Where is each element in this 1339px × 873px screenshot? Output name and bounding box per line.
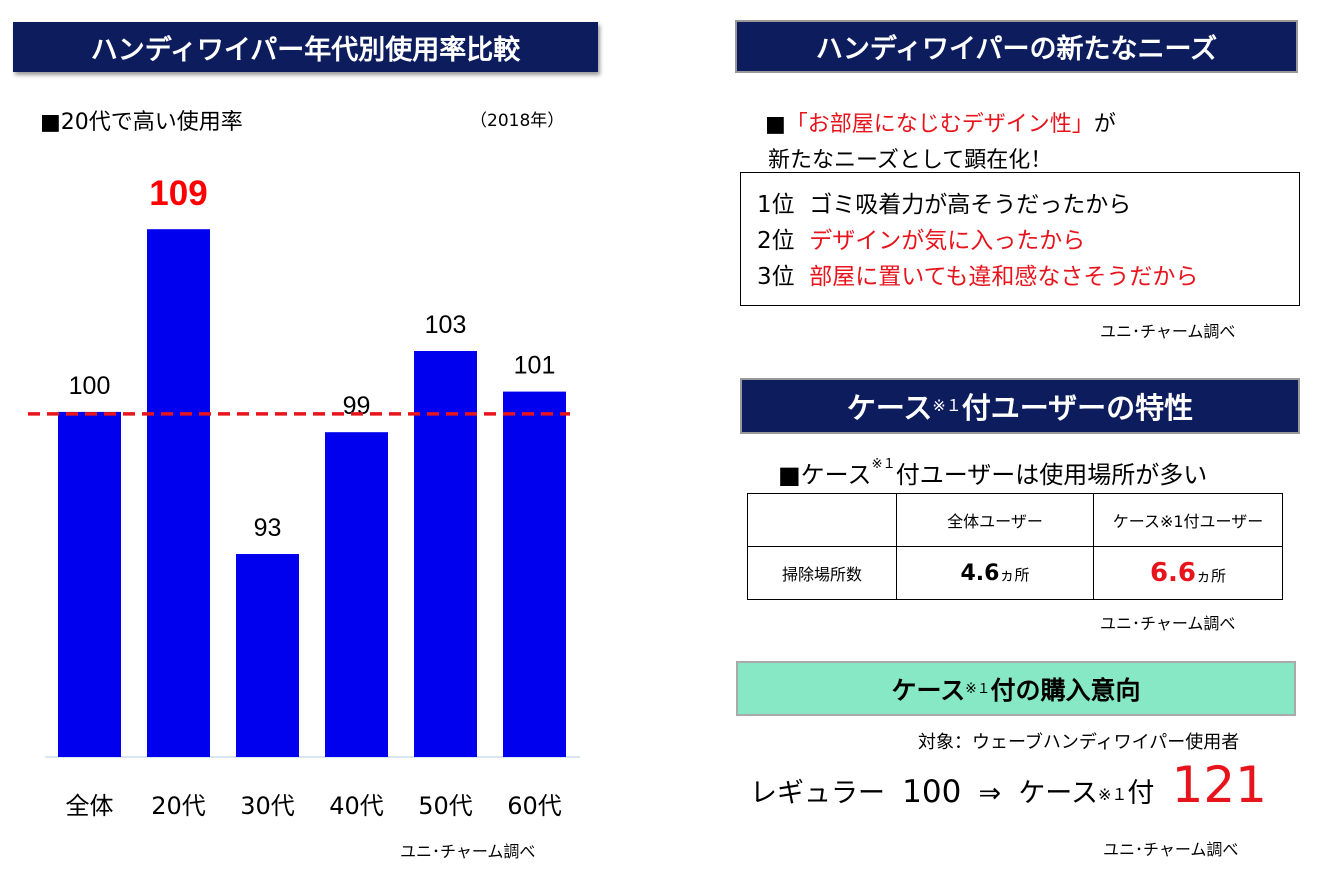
needs-title-banner: ハンディワイパーの新たなニーズ [735,20,1298,73]
rank-text: デザインが気に入ったから [809,228,1086,254]
lead-prefix: ■ [765,112,786,137]
x-tick-label: 60代 [507,792,562,820]
x-tick-label: 30代 [240,792,295,820]
traits-title-banner: ケース ※１ 付ユーザーの特性 [740,378,1300,434]
col-header: ケース※1付ユーザー [1093,493,1283,547]
arrow-icon: ⇒ [978,778,1002,809]
data-label: 109 [149,174,207,213]
bar-30代 [236,554,299,757]
rank-number: 3位 [757,264,795,290]
data-label: 93 [254,514,282,542]
chart-source: ユニ･チャーム調べ [400,842,536,861]
intent-source: ユニ･チャーム調べ [1103,840,1239,859]
rank-number: 1位 [757,192,795,218]
data-label: 100 [69,372,111,400]
bar-全体 [58,411,121,757]
data-label: 101 [514,352,556,380]
needs-lead: ■「お部屋になじむデザイン性」が [765,106,1116,138]
rank-item: 3位 部屋に置いても違和感なさそうだから [757,259,1299,295]
lead-suffix: が [1093,112,1116,137]
needs-source: ユニ･チャーム調べ [1100,322,1236,341]
x-tick-label: 20代 [151,792,206,820]
title-text: ケース [846,391,933,425]
empty-cell [747,493,897,547]
intent-comparison: レギュラー 100 ⇒ ケース ※１ 付 121 [750,756,1267,814]
needs-lead2: 新たなニーズとして顕在化！ [768,148,1053,173]
row-label: 掃除場所数 [747,546,897,600]
rank-number: 2位 [757,228,795,254]
x-tick-label: 全体 [66,792,114,820]
title-text: 付ユーザーの特性 [961,391,1194,425]
footnote-mark: ※１ [932,396,962,415]
bar-60代 [503,391,566,757]
x-tick-label: 40代 [329,792,384,820]
rank-text: ゴミ吸着力が高そうだったから [809,192,1132,218]
traits-source: ユニ･チャーム調べ [1100,614,1236,633]
col-header: 全体ユーザー [896,493,1094,547]
regular-value: 100 [902,774,962,810]
case-value: 121 [1171,756,1267,814]
bar-chart: 100 全体 109 20代 93 30代 99 40代 103 50代 101 60代 [28,174,580,820]
needs-ranking-box: 1位 ゴミ吸着力が高そうだったから 2位 デザインが気に入ったから 3位 部屋に… [740,172,1300,306]
rank-item: 1位 ゴミ吸着力が高そうだったから [757,187,1299,223]
cell-value: 6.6ヵ所 [1093,546,1283,600]
traits-lead: ■ケース※１付ユーザーは使用場所が多い [778,457,1208,489]
chart-title-banner: ハンディワイパー年代別使用率比較 [13,22,598,72]
lead-highlight: 「お部屋になじむデザイン性」 [785,112,1094,137]
x-tick-label: 50代 [418,792,473,820]
data-label: 103 [425,311,467,339]
bar-50代 [414,351,477,757]
data-label: 99 [343,392,371,420]
rank-item: 2位 デザインが気に入ったから [757,223,1299,259]
intent-title-banner: ケース ※１ 付の購入意向 [736,661,1296,716]
traits-table: 全体ユーザー ケース※1付ユーザー 掃除場所数 4.6ヵ所 6.6ヵ所 [747,493,1283,600]
chart-subtitle: ■20代で高い使用率 [40,110,243,135]
regular-label: レギュラー [750,778,885,809]
cell-value: 4.6ヵ所 [896,546,1094,600]
intent-target: 対象：ウェーブハンディワイパー使用者 [918,732,1240,753]
bar-20代 [147,229,210,757]
chart-year: （2018年） [470,111,565,131]
bar-40代 [325,432,388,757]
rank-text: 部屋に置いても違和感なさそうだから [809,264,1199,290]
